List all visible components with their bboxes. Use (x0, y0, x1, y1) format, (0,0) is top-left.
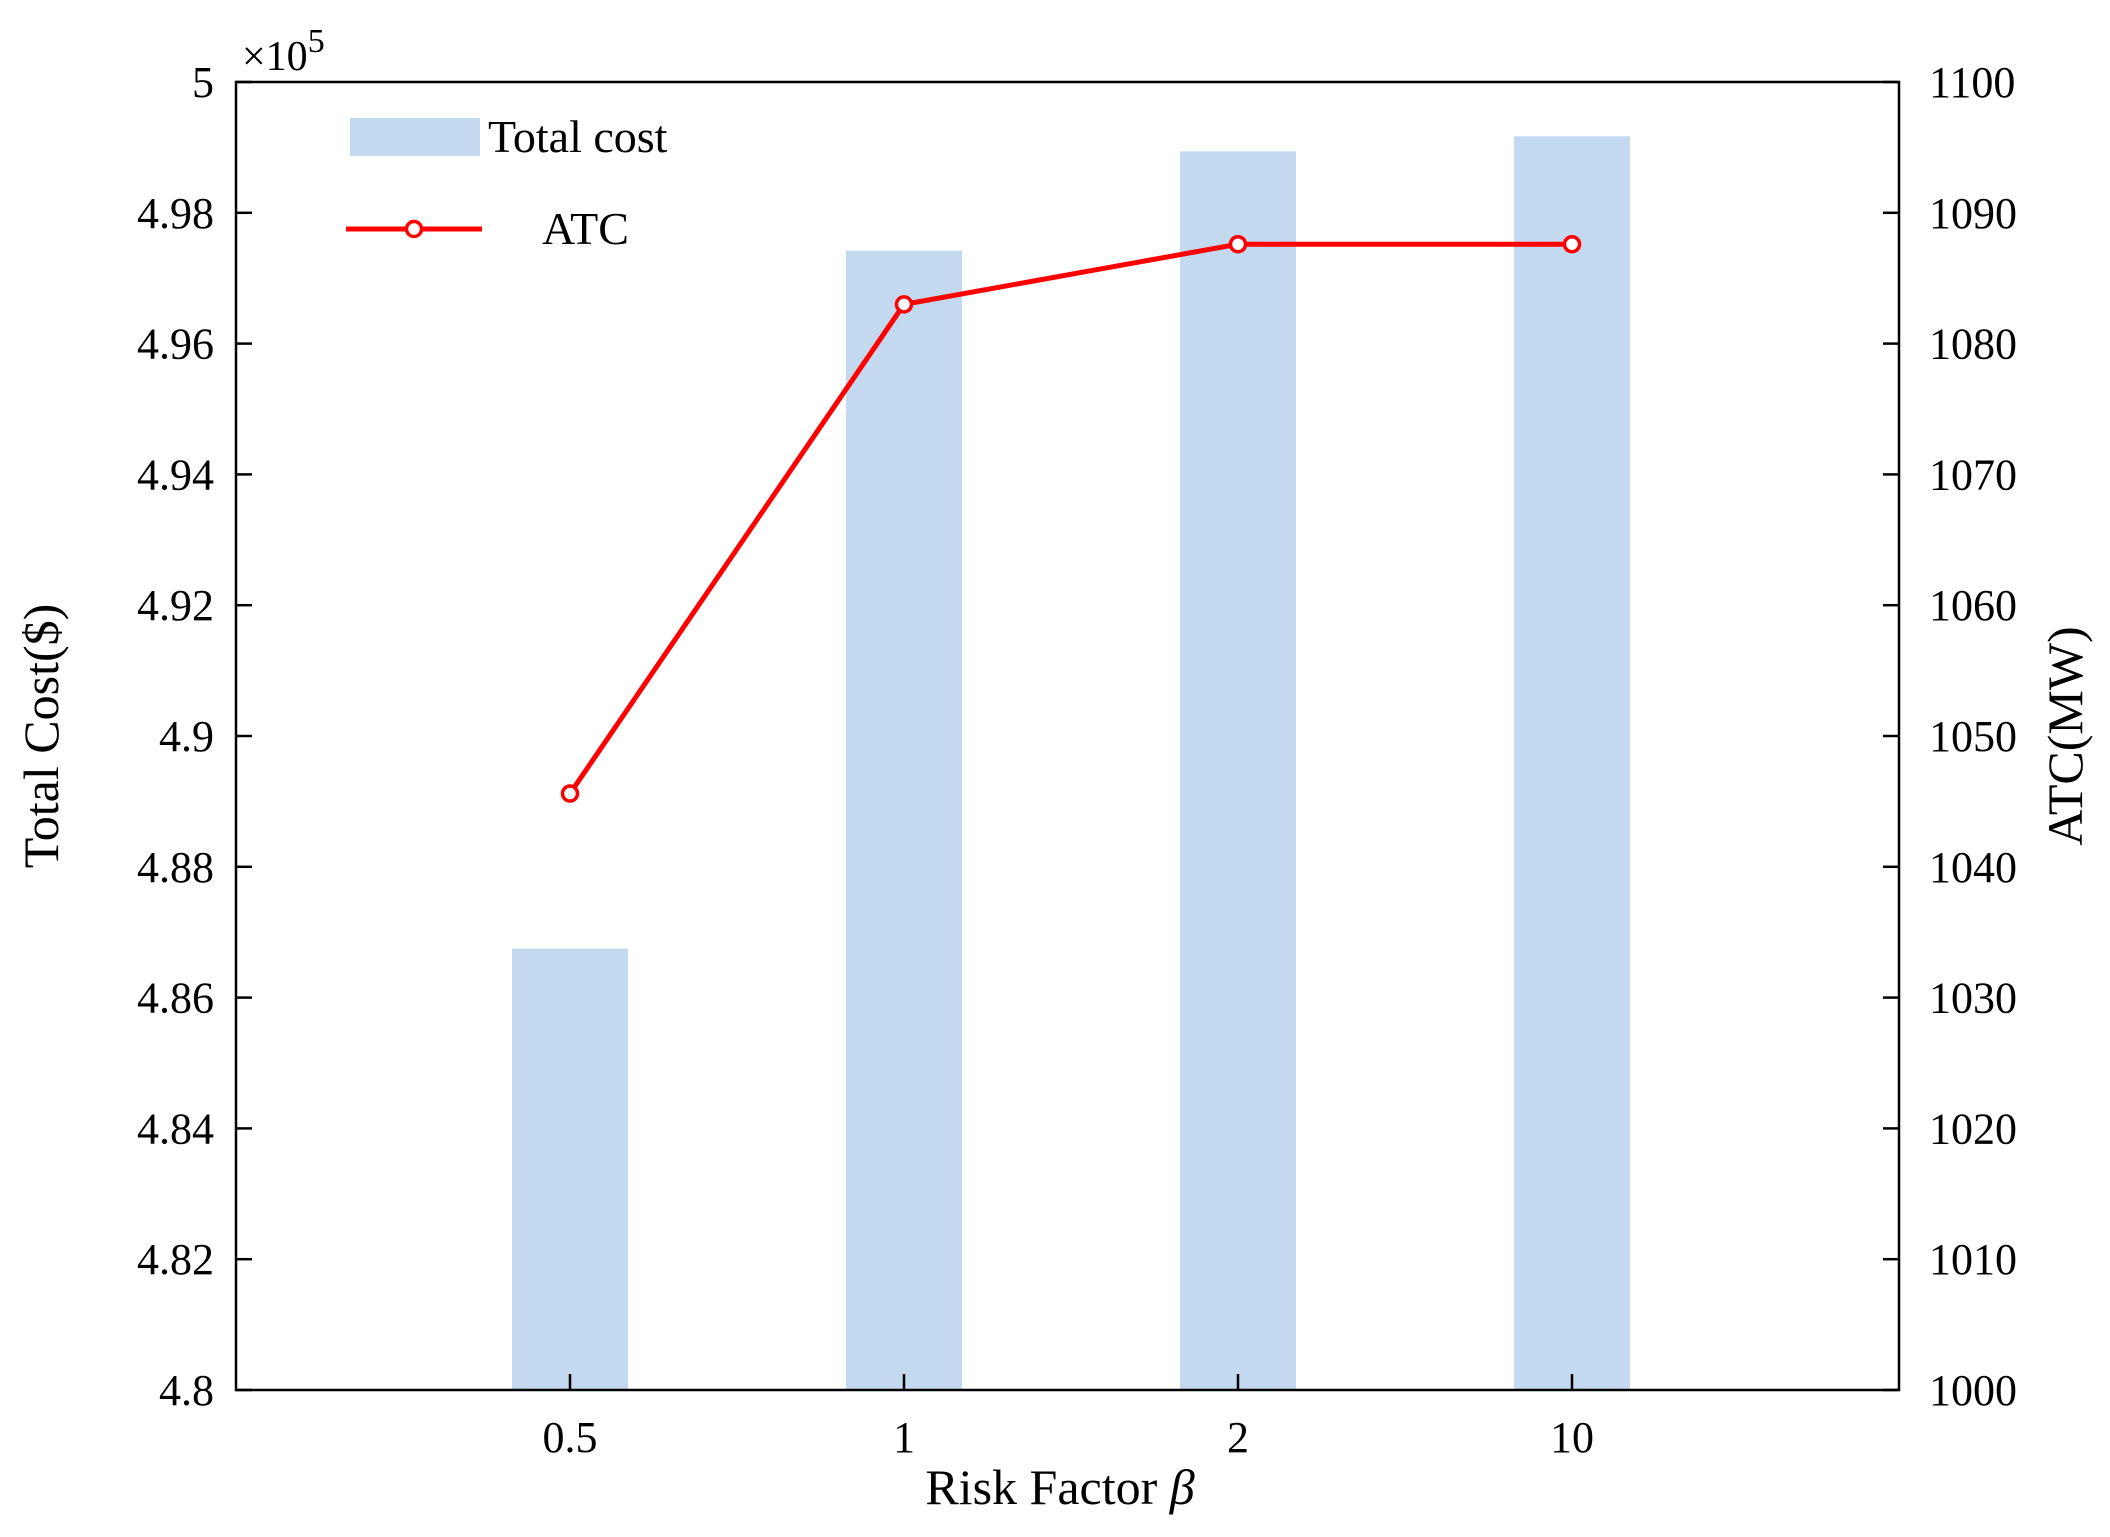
x-tick-label: 1 (893, 1413, 915, 1462)
y-right-tick-label: 1010 (1929, 1235, 2017, 1284)
line-atc (567, 241, 1572, 795)
x-axis-title-main: Risk Factor (925, 1459, 1169, 1515)
legend-marker-atc (404, 219, 424, 239)
x-axis-ticks: 0.5 1 2 10 (543, 1374, 1594, 1462)
y-left-tick-label: 4.98 (137, 189, 214, 238)
left-axis-ticks: 4.8 4.82 4.84 4.86 4.88 4.9 4.92 4.94 4.96 4.98 5 (137, 58, 252, 1415)
y-right-tick-label: 1070 (1929, 450, 2017, 499)
y-left-tick-label: 4.88 (137, 843, 214, 892)
line-layer (560, 234, 1582, 803)
point-atc-1 (894, 295, 914, 314)
legend-label-total-cost: Total cost (488, 111, 668, 162)
point-atc-10 (1562, 234, 1582, 254)
x-tick-label: 10 (1550, 1413, 1594, 1462)
y-left-tick-label: 4.94 (137, 450, 214, 499)
bar-total-cost-0_5 (512, 948, 628, 1390)
x-tick-label: 0.5 (543, 1413, 598, 1462)
bars-layer (512, 136, 1630, 1391)
y-right-tick-label: 1100 (1929, 58, 2015, 107)
bar-total-cost-10 (1514, 136, 1630, 1391)
x-tick-label: 2 (1227, 1413, 1249, 1462)
y-left-multiplier-exponent: 5 (308, 23, 325, 60)
point-atc-0_5 (560, 784, 580, 803)
y-right-tick-label: 1040 (1929, 843, 2017, 892)
bar-total-cost-1 (846, 250, 962, 1391)
legend-swatch-total-cost (350, 118, 480, 156)
y-right-tick-label: 1030 (1929, 974, 2017, 1023)
y-right-tick-label: 1080 (1929, 320, 2017, 369)
y-right-tick-label: 1050 (1929, 712, 2017, 761)
y-left-tick-label: 4.86 (137, 974, 214, 1023)
y-left-tick-label: 4.8 (159, 1366, 214, 1415)
y-left-multiplier: ×105 (242, 23, 325, 80)
y-right-axis-title: ATC(MW) (2037, 626, 2093, 845)
y-left-tick-label: 4.9 (159, 712, 214, 761)
y-left-axis-title: Total Cost($) (13, 604, 69, 869)
y-right-tick-label: 1020 (1929, 1104, 2017, 1153)
y-left-tick-label: 4.84 (137, 1104, 214, 1153)
y-left-tick-label: 5 (192, 58, 214, 107)
x-axis-title-symbol: β (1169, 1459, 1195, 1515)
y-left-tick-label: 4.82 (137, 1235, 214, 1284)
legend-label-atc: ATC (542, 203, 629, 254)
y-left-tick-label: 4.96 (137, 320, 214, 369)
y-right-tick-label: 1060 (1929, 581, 2017, 630)
x-axis-title: Risk Factor β (925, 1459, 1194, 1515)
y-right-tick-label: 1000 (1929, 1366, 2017, 1415)
right-axis-ticks: 1000 1010 1020 1030 1040 1050 1060 1070 1080 1090… (1883, 58, 2017, 1415)
y-right-tick-label: 1090 (1929, 189, 2017, 238)
y-left-tick-label: 4.92 (137, 581, 214, 630)
point-atc-2 (1228, 234, 1248, 254)
bar-total-cost-2 (1180, 151, 1296, 1391)
legend: Total cost ATC (346, 111, 668, 254)
plot-frame (234, 80, 1901, 1392)
